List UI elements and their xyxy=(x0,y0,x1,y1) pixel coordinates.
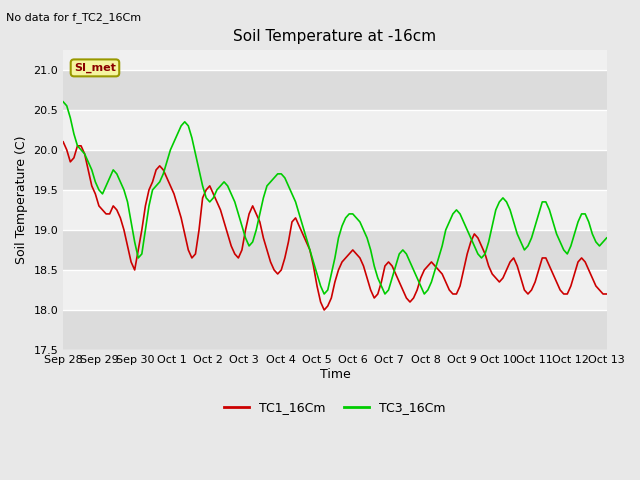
Bar xyxy=(63,70,607,110)
Bar xyxy=(63,110,607,150)
X-axis label: Time: Time xyxy=(319,368,350,381)
Bar xyxy=(63,190,607,230)
Bar xyxy=(63,310,607,350)
Text: No data for f_TC2_16Cm: No data for f_TC2_16Cm xyxy=(6,12,141,23)
Bar xyxy=(63,230,607,270)
Y-axis label: Soil Temperature (C): Soil Temperature (C) xyxy=(15,136,28,264)
Bar xyxy=(63,270,607,310)
Text: SI_met: SI_met xyxy=(74,63,116,73)
Legend: TC1_16Cm, TC3_16Cm: TC1_16Cm, TC3_16Cm xyxy=(219,396,451,419)
Bar xyxy=(63,150,607,190)
Title: Soil Temperature at -16cm: Soil Temperature at -16cm xyxy=(234,29,436,44)
